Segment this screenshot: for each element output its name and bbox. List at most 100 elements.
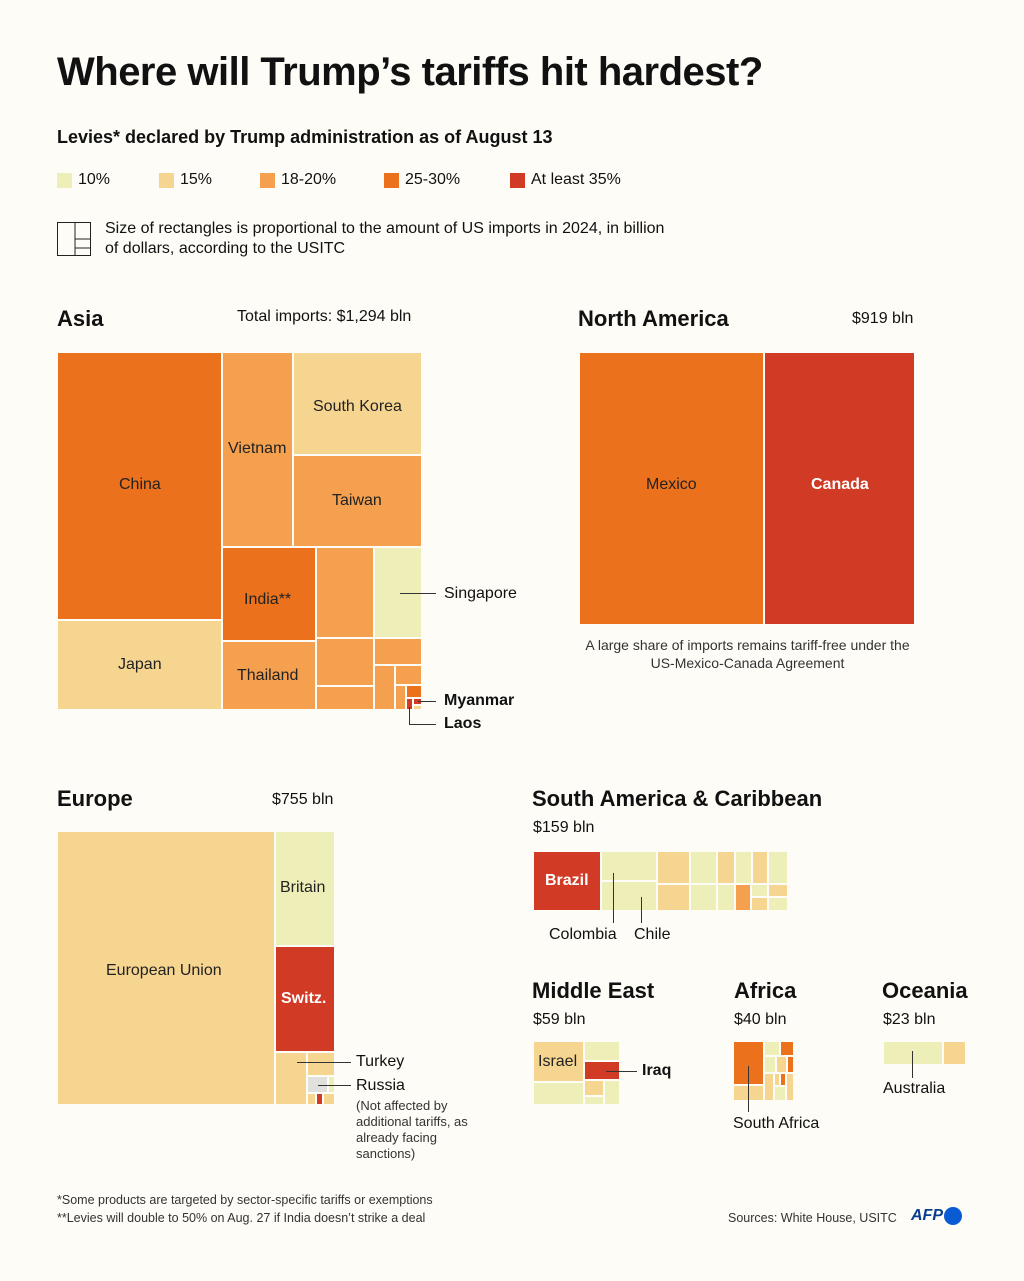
- afp-logo-dot: [944, 1207, 962, 1225]
- treemap-cell: [735, 851, 752, 884]
- treemap-cell: [316, 638, 374, 686]
- treemap-cell-australia: [883, 1041, 943, 1065]
- treemap-cell: [316, 686, 374, 710]
- treemap-cell: [533, 1082, 584, 1105]
- treemap-cell-japan: [57, 620, 222, 710]
- label-brazil: Brazil: [545, 872, 589, 889]
- treemap-cell: [776, 1056, 787, 1073]
- label-south-korea: South Korea: [313, 398, 402, 415]
- treemap-cell: [768, 897, 788, 911]
- treemap-cell: [774, 1086, 786, 1101]
- leader-line: [613, 873, 614, 923]
- legend-label: At least 35%: [531, 171, 621, 188]
- treemap-cell: [735, 884, 751, 911]
- treemap-cell: [787, 1056, 794, 1073]
- treemap-cell: [717, 884, 735, 911]
- label-israel: Israel: [538, 1053, 578, 1070]
- leader-line: [418, 701, 436, 702]
- region-title-asia: Asia: [57, 306, 104, 331]
- treemap-cell: [768, 884, 788, 897]
- region-title-middle-east: Middle East: [532, 978, 655, 1003]
- sources: Sources: White House, USITC: [728, 1211, 897, 1225]
- treemap-cell: [584, 1041, 620, 1061]
- treemap-cell-european-union: [57, 831, 275, 1105]
- treemap-cell-south-korea: [293, 352, 422, 455]
- leader-line: [606, 1071, 637, 1072]
- label-britain: Britain: [280, 879, 326, 896]
- leader-line: [409, 724, 436, 725]
- leader-line: [748, 1066, 749, 1112]
- treemap-cell: [774, 1073, 780, 1086]
- treemap-cell-switzerland: [275, 946, 335, 1052]
- treemap-cell: [307, 1093, 316, 1105]
- afp-logo: AFP: [911, 1207, 962, 1225]
- region-title-north-america: North America: [578, 306, 729, 331]
- treemap-cell-britain: [275, 831, 335, 946]
- leader-line: [400, 593, 436, 594]
- treemap-cell: [690, 851, 717, 884]
- label-taiwan: Taiwan: [332, 492, 382, 509]
- label-canada: Canada: [811, 476, 869, 493]
- treemap-cell: [584, 1096, 604, 1105]
- region-total-europe: $755 bln: [272, 791, 334, 808]
- legend-label: 18-20%: [281, 171, 337, 188]
- treemap-cell: [328, 1076, 335, 1093]
- treemap-cell-singapore: [374, 547, 422, 638]
- legend-label: 10%: [78, 171, 111, 188]
- treemap-cell: [584, 1080, 604, 1096]
- treemap-cell-china: [57, 352, 222, 620]
- treemap-cell: [657, 851, 690, 884]
- treemap-cell-vietnam: [222, 352, 293, 547]
- treemap-cell-russia: [307, 1076, 328, 1093]
- label-iraq: Iraq: [642, 1062, 672, 1079]
- treemap-cell: [751, 897, 768, 911]
- legend-swatch: [260, 172, 275, 188]
- label-south-africa: South Africa: [733, 1115, 820, 1132]
- treemap-cell: [764, 1073, 774, 1101]
- region-total-middle-east: $59 bln: [533, 1011, 586, 1028]
- region-title-europe: Europe: [57, 786, 133, 811]
- legend-item: 15%: [159, 171, 212, 189]
- label-colombia: Colombia: [549, 926, 617, 943]
- legend-swatch: [384, 172, 399, 188]
- legend-label: 15%: [180, 171, 213, 188]
- treemap-cell: [604, 1080, 620, 1105]
- leader-line: [297, 1062, 351, 1063]
- treemap-cell-colombia: [601, 851, 657, 881]
- treemap-cell: [780, 1073, 786, 1086]
- region-title-south-america: South America & Caribbean: [532, 786, 823, 811]
- treemap-cell-canada: [764, 352, 915, 625]
- treemap-cell: [406, 685, 422, 698]
- legend-item: 18-20%: [260, 171, 336, 189]
- label-singapore: Singapore: [444, 585, 517, 602]
- region-total-africa: $40 bln: [734, 1011, 787, 1028]
- treemap-cell: [764, 1041, 780, 1056]
- label-myanmar: Myanmar: [444, 692, 515, 709]
- treemap-cell: [690, 884, 717, 911]
- footnote-1: *Some products are targeted by sector-sp…: [57, 1193, 433, 1207]
- region-total-south-america: $159 bln: [533, 819, 595, 836]
- treemap-cell-turkey: [275, 1052, 307, 1105]
- label-mexico: Mexico: [646, 476, 697, 493]
- leader-line: [641, 897, 642, 923]
- treemap-cell-chile: [601, 881, 657, 911]
- label-thailand: Thailand: [237, 667, 299, 684]
- treemap-cell: [323, 1093, 335, 1105]
- treemap-cell: [395, 665, 422, 685]
- leader-line: [318, 1085, 351, 1086]
- treemap-cell: [316, 547, 374, 638]
- treemap-cell: [374, 638, 422, 665]
- treemap-cell: [752, 851, 768, 884]
- label-russia: Russia: [356, 1077, 405, 1094]
- region-total-asia: Total imports: $1,294 bln: [237, 308, 412, 325]
- treemap-cell: [780, 1041, 794, 1056]
- label-chile: Chile: [634, 926, 671, 943]
- label-switzerland: Switz.: [281, 990, 327, 1007]
- legend-swatch: [159, 172, 174, 188]
- region-total-north-america: $919 bln: [852, 310, 914, 327]
- label-india: India**: [244, 591, 292, 608]
- legend-item: 10%: [57, 171, 110, 189]
- treemap-cell: [786, 1073, 794, 1101]
- north-america-note: A large share of imports remains tariff-…: [585, 637, 910, 671]
- treemap-cell: [768, 851, 788, 884]
